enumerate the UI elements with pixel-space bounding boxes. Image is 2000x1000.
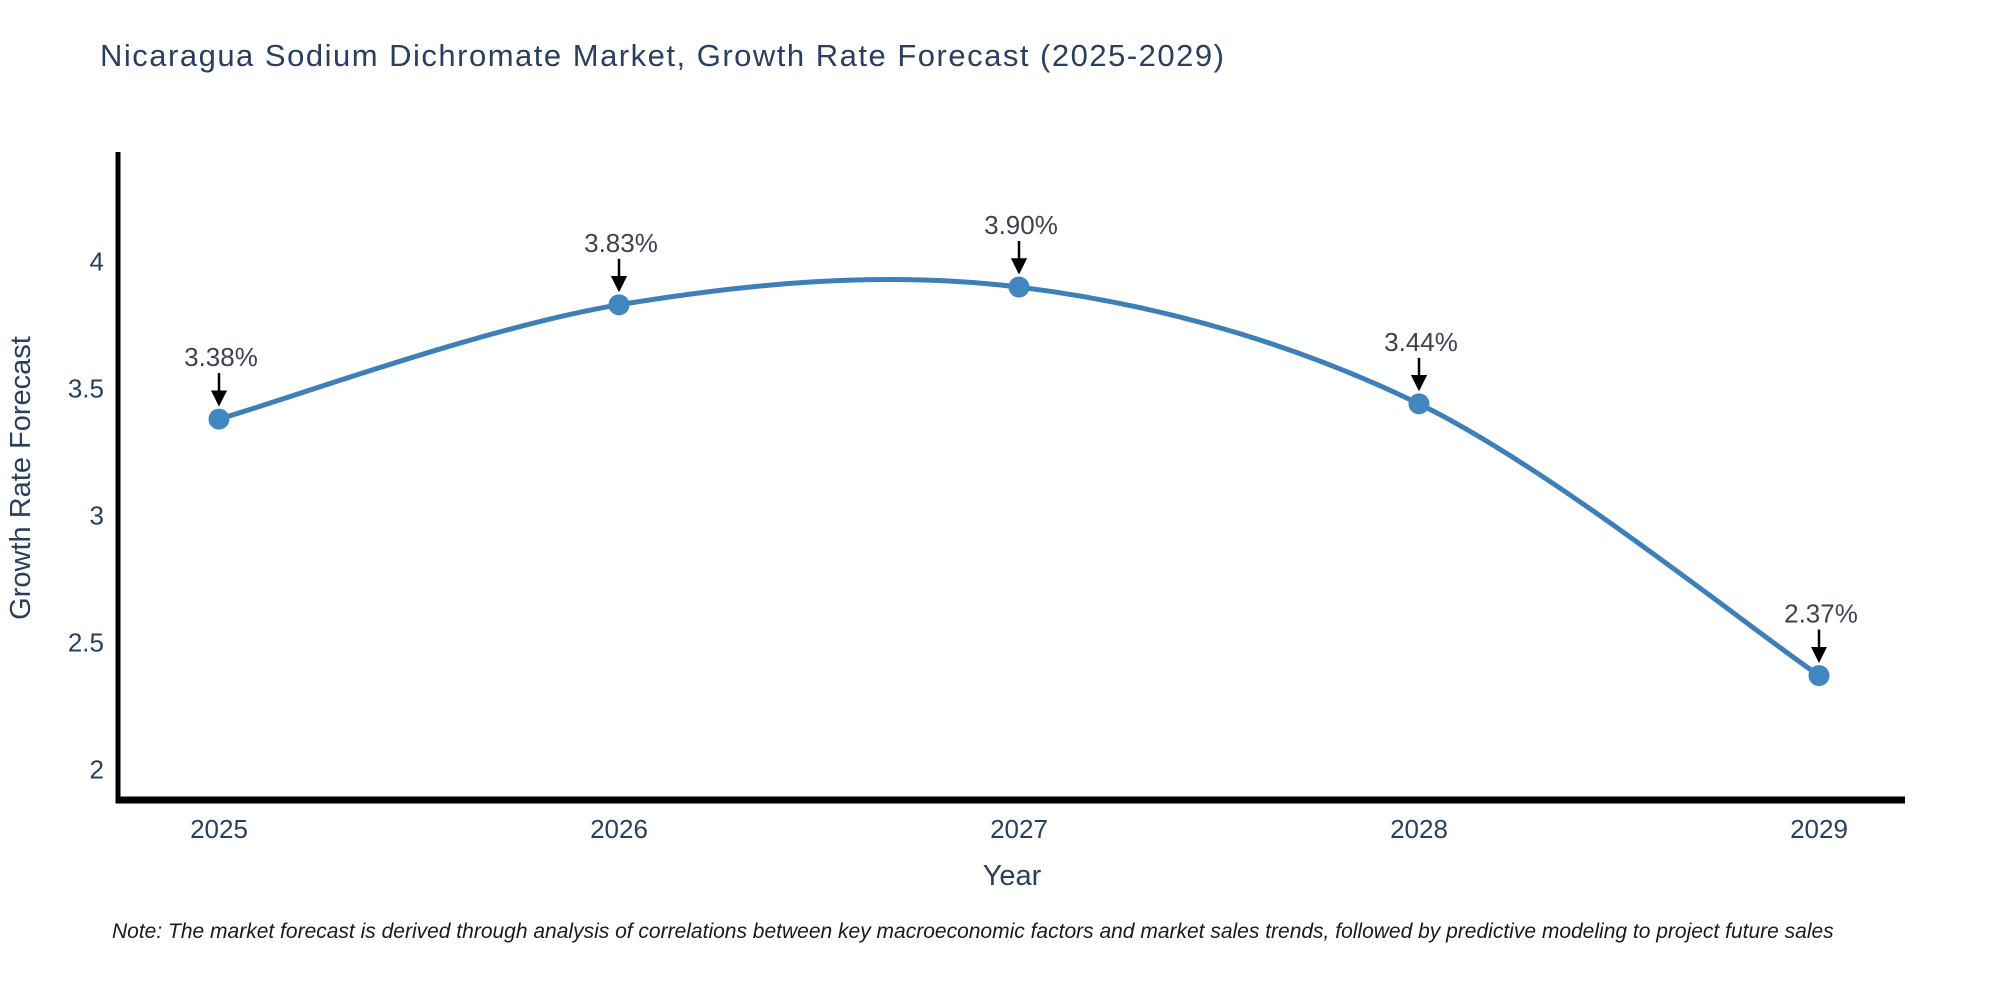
x-tick-label: 2029 <box>1790 814 1848 844</box>
data-point-label: 3.38% <box>184 342 258 372</box>
series-layer <box>208 276 1830 687</box>
data-point <box>208 408 230 430</box>
x-tick-label: 2027 <box>990 814 1048 844</box>
x-tick-label: 2028 <box>1390 814 1448 844</box>
ticks-layer: 2 2.5 3 3.5 4 2025 2026 2027 2028 2029 <box>68 247 1848 844</box>
data-point-label: 3.44% <box>1384 327 1458 357</box>
footnote: Note: The market forecast is derived thr… <box>112 920 1834 943</box>
y-tick-label: 2 <box>90 755 104 785</box>
y-tick-label: 4 <box>90 247 104 277</box>
data-point <box>1808 665 1830 687</box>
y-tick-label: 3 <box>90 501 104 531</box>
data-point-label: 3.90% <box>984 210 1058 240</box>
x-tick-label: 2026 <box>590 814 648 844</box>
x-tick-label: 2025 <box>190 814 248 844</box>
axes-layer <box>115 152 1905 804</box>
y-tick-label: 2.5 <box>68 628 104 658</box>
x-axis-title: Year <box>983 860 1042 892</box>
forecast-line <box>216 276 1822 679</box>
data-point <box>1408 393 1430 415</box>
data-point-label: 3.83% <box>584 228 658 258</box>
annotation-layer: 3.38% 3.83% 3.90% 3.44% 2.37% <box>184 210 1858 664</box>
y-axis-title: Growth Rate Forecast <box>5 336 37 620</box>
data-point-label: 2.37% <box>1784 599 1858 629</box>
y-tick-label: 3.5 <box>68 374 104 404</box>
data-point <box>1008 276 1030 298</box>
chart-title: Nicaragua Sodium Dichromate Market, Grow… <box>100 38 1226 73</box>
data-point <box>608 294 630 316</box>
